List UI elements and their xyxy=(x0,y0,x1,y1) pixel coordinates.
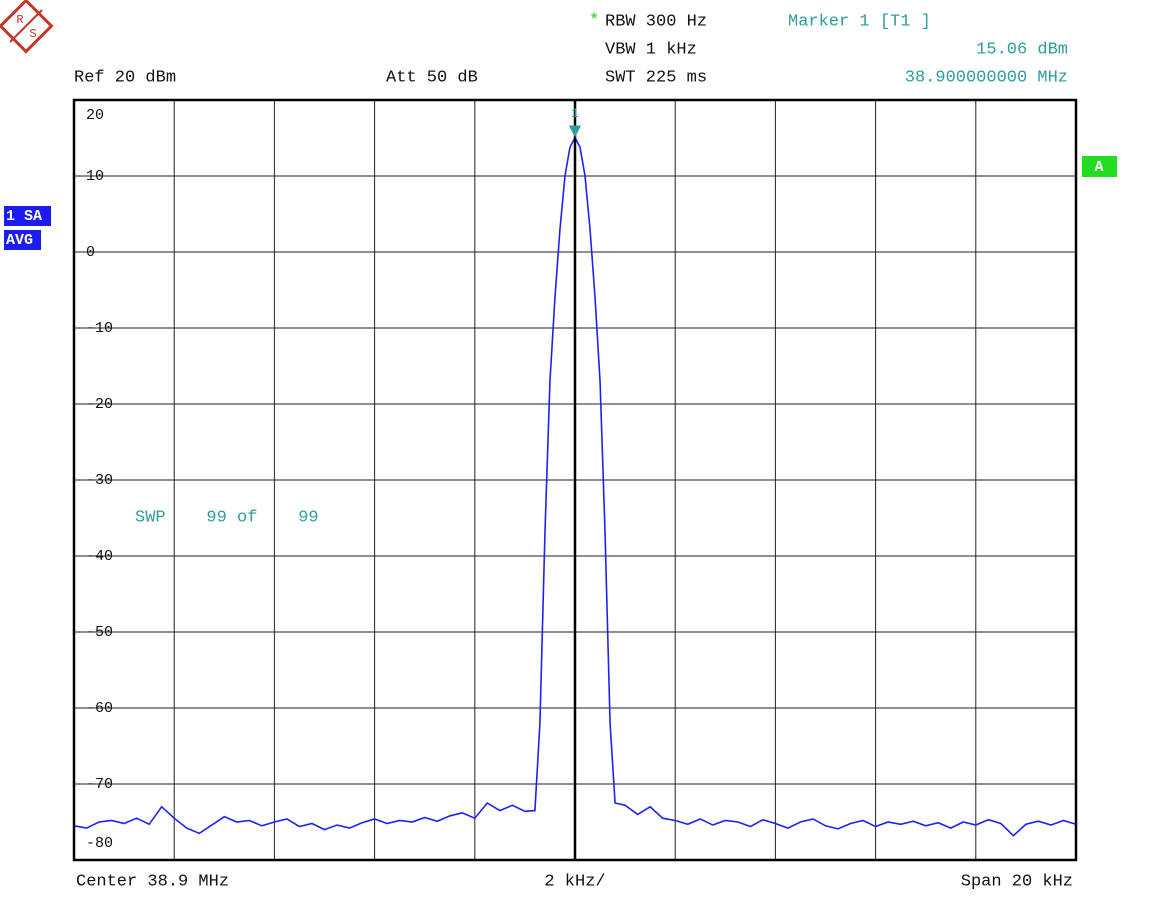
trace-badge-text: 1 SA xyxy=(6,208,42,225)
logo-letter: S xyxy=(29,27,36,41)
marker-title: Marker 1 [T1 ] xyxy=(788,12,931,31)
span: Span 20 kHz xyxy=(961,872,1073,891)
y-tick-label: -10 xyxy=(86,320,113,337)
y-tick-label: -60 xyxy=(86,700,113,717)
mode-badge-text: AVG xyxy=(6,232,33,249)
plot-frame xyxy=(72,98,1078,862)
ref-level: Ref 20 dBm xyxy=(74,68,176,87)
logo: R S xyxy=(0,0,54,54)
rbw-flag: * xyxy=(589,11,599,30)
logo-slash xyxy=(9,9,43,43)
y-tick-label: -50 xyxy=(86,624,113,641)
y-tick-label: -80 xyxy=(86,835,113,852)
logo-letter: R xyxy=(16,13,23,27)
marker-level: 15.06 dBm xyxy=(976,40,1068,59)
y-tick-label: 10 xyxy=(86,168,104,185)
y-tick-label: 0 xyxy=(86,244,95,261)
y-tick-label: -30 xyxy=(86,472,113,489)
rbw: RBW 300 Hz xyxy=(605,12,707,31)
screen-badge xyxy=(1082,156,1117,177)
swt: SWT 225 ms xyxy=(605,68,707,87)
y-tick-label: -20 xyxy=(86,396,113,413)
marker-label: 1 xyxy=(571,106,579,121)
marker-freq: 38.900000000 MHz xyxy=(905,68,1068,87)
freq-per-div: 2 kHz/ xyxy=(544,872,605,891)
screen-badge-text: A xyxy=(1094,159,1103,176)
attenuation: Att 50 dB xyxy=(386,68,478,87)
mode-badge xyxy=(4,230,41,250)
vbw: VBW 1 kHz xyxy=(605,40,697,59)
center-freq: Center 38.9 MHz xyxy=(76,872,229,891)
marker-symbol xyxy=(569,125,581,138)
y-tick-label: 20 xyxy=(86,107,104,124)
y-tick-label: -40 xyxy=(86,548,113,565)
y-tick-label: -70 xyxy=(86,776,113,793)
trace-badge xyxy=(4,206,51,226)
sweep-count: SWP 99 of 99 xyxy=(135,508,319,527)
